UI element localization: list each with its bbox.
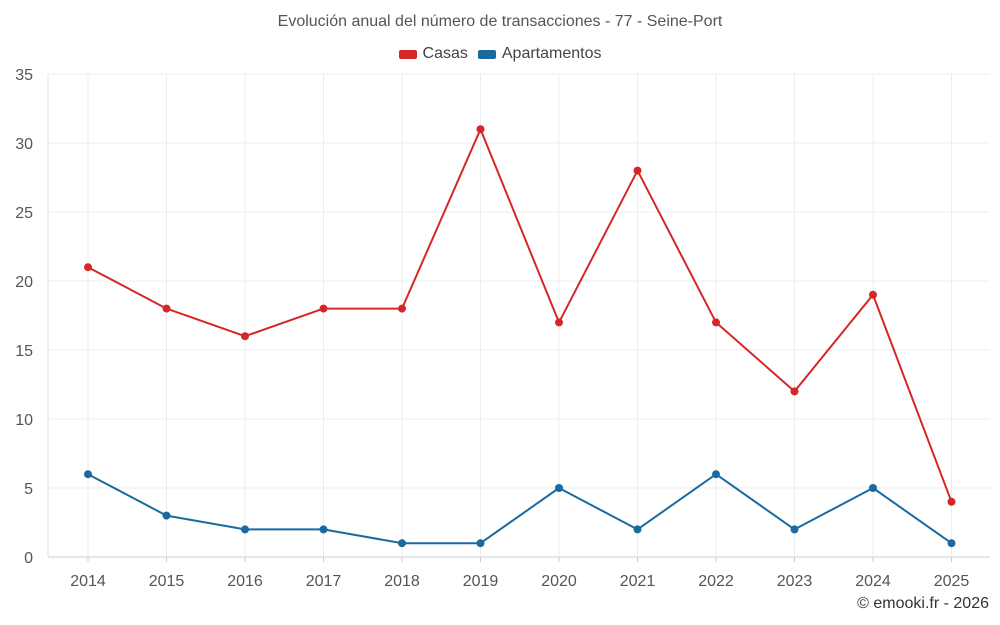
x-tick-label: 2018: [384, 573, 420, 590]
data-point-casas: [555, 318, 563, 327]
legend-item-casas[interactable]: Casas: [398, 45, 468, 63]
chart-title: Evolución anual del número de transaccio…: [277, 13, 723, 30]
data-point-apartamentos: [633, 525, 642, 534]
data-point-apartamentos: [712, 470, 720, 479]
data-point-apartamentos: [555, 484, 563, 492]
data-point-apartamentos: [319, 525, 328, 534]
data-point-apartamentos: [398, 539, 406, 548]
legend-swatch-apartamentos: [477, 49, 496, 59]
x-tick-label: 2016: [227, 573, 263, 590]
data-point-casas: [947, 497, 956, 506]
legend-swatch-casas: [398, 49, 417, 59]
data-point-apartamentos: [476, 539, 485, 548]
y-tick-label: 25: [15, 205, 33, 222]
data-point-apartamentos: [869, 484, 877, 492]
chart-legend: Casas Apartamentos: [0, 45, 1000, 63]
y-tick-label: 0: [24, 550, 33, 567]
data-point-apartamentos: [790, 525, 799, 534]
data-point-casas: [712, 318, 720, 327]
x-tick-label: 2023: [777, 573, 813, 590]
x-tick-label: 2022: [698, 573, 734, 590]
x-tick-label: 2020: [541, 573, 577, 590]
data-point-casas: [476, 125, 485, 134]
x-tick-label: 2014: [70, 573, 106, 590]
data-point-apartamentos: [162, 511, 171, 520]
data-point-casas: [319, 304, 328, 313]
y-tick-label: 10: [15, 412, 33, 429]
x-tick-label: 2025: [934, 573, 970, 590]
x-tick-label: 2024: [855, 573, 891, 590]
data-point-apartamentos: [947, 539, 956, 548]
y-tick-label: 15: [15, 343, 33, 360]
data-point-casas: [398, 304, 406, 313]
data-point-casas: [84, 263, 92, 272]
y-tick-label: 5: [24, 481, 33, 498]
y-tick-label: 20: [15, 274, 33, 291]
y-tick-label: 35: [15, 67, 33, 84]
data-point-apartamentos: [241, 525, 249, 534]
credit-text: © emooki.fr - 2026: [857, 595, 989, 612]
series-line-apartamentos: [87, 473, 953, 545]
data-point-casas: [162, 304, 171, 313]
data-point-casas: [869, 290, 877, 299]
data-point-apartamentos: [84, 470, 92, 479]
x-tick-label: 2019: [463, 573, 499, 590]
x-tick-label: 2017: [306, 573, 342, 590]
y-tick-label: 30: [15, 136, 33, 153]
legend-label-casas: Casas: [422, 45, 468, 62]
legend-item-apartamentos[interactable]: Apartamentos: [477, 45, 602, 63]
x-tick-label: 2021: [620, 573, 656, 590]
legend-label-apartamentos: Apartamentos: [501, 45, 602, 62]
x-tick-label: 2015: [149, 573, 185, 590]
data-point-casas: [790, 387, 799, 396]
data-point-casas: [241, 332, 249, 341]
series-line-casas: [87, 128, 953, 503]
data-point-casas: [633, 166, 642, 175]
